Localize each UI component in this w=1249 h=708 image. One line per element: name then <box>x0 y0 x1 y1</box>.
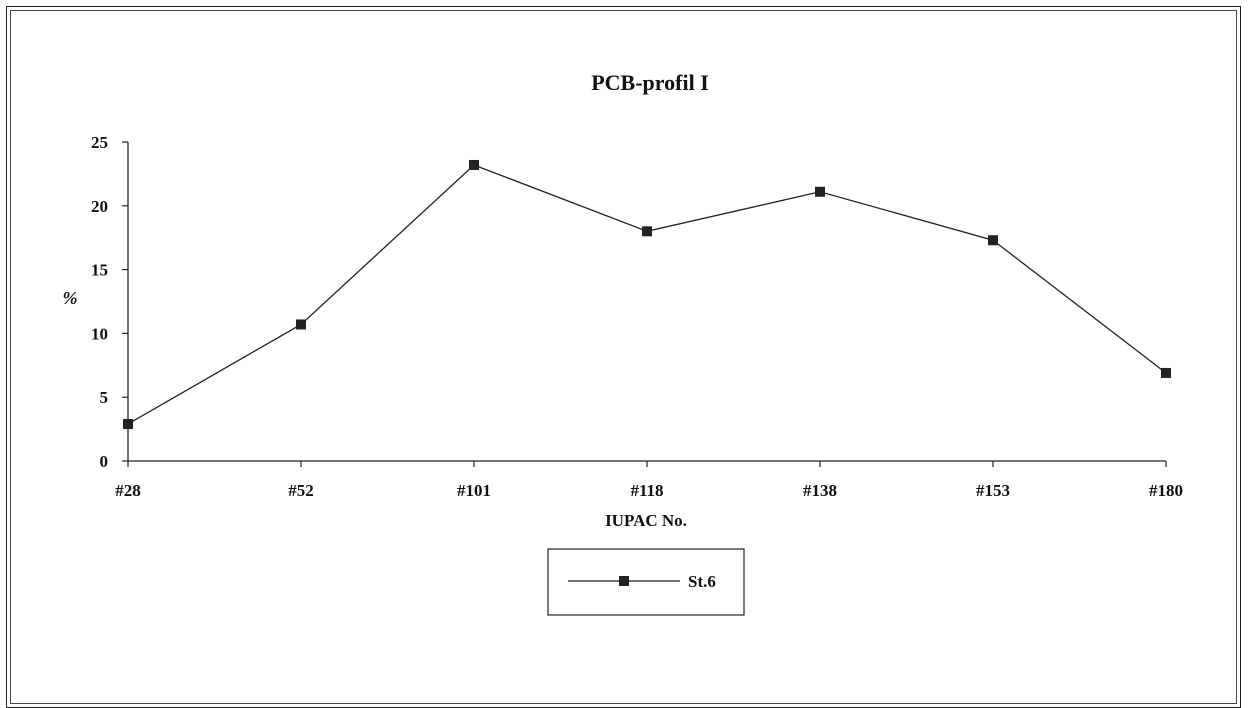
x-tick-label: #118 <box>630 481 663 500</box>
legend-label: St.6 <box>688 572 716 591</box>
data-point <box>642 226 652 237</box>
x-tick-label: #138 <box>803 481 837 500</box>
x-tick-label: #180 <box>1149 481 1183 500</box>
data-point <box>988 235 998 246</box>
chart-title: PCB-profil I <box>591 70 709 95</box>
axes <box>122 141 1167 467</box>
data-point <box>1161 367 1171 378</box>
x-tick-label: #28 <box>115 481 141 500</box>
legend: St.6 <box>547 548 745 616</box>
tick-labels: 0 5 10 15 20 25 #28 #52 #101 #118 #138 #153 #180 <box>91 133 1183 500</box>
data-point <box>296 319 306 330</box>
y-tick-label: 20 <box>91 197 108 216</box>
y-tick-label: 15 <box>91 261 108 280</box>
y-axis-label: % <box>63 288 78 308</box>
data-point <box>469 159 479 170</box>
legend-marker <box>619 576 629 586</box>
y-tick-label: 0 <box>100 452 109 471</box>
x-tick-label: #101 <box>457 481 491 500</box>
data-point <box>123 418 133 429</box>
series-line <box>127 164 1167 425</box>
y-tick-label: 5 <box>100 388 109 407</box>
data-point <box>815 186 825 197</box>
line-chart: 0 5 10 15 20 25 #28 #52 #101 #118 #138 #153 #180 % I… <box>63 133 1183 616</box>
series-st6 <box>123 159 1171 429</box>
x-tick-label: #153 <box>976 481 1010 500</box>
y-tick-label: 25 <box>91 133 108 152</box>
legend-box <box>547 548 745 616</box>
x-tick-label: #52 <box>288 481 314 500</box>
x-axis-label: IUPAC No. <box>605 511 687 530</box>
y-tick-label: 10 <box>91 324 108 343</box>
